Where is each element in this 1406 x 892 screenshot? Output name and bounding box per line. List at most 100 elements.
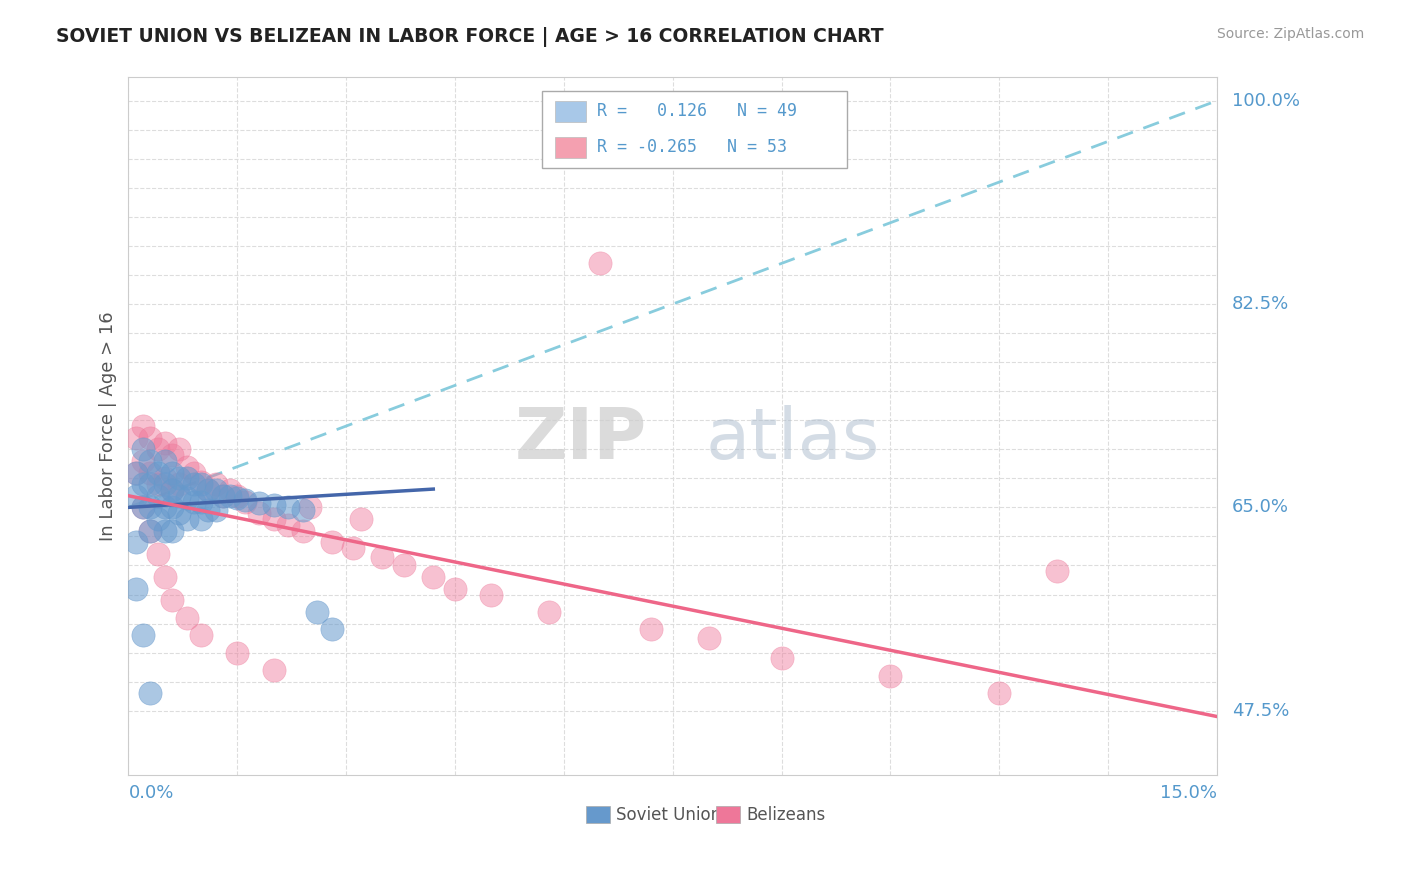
Point — [263, 498, 285, 512]
Point — [169, 471, 191, 485]
Point — [146, 489, 169, 503]
Point — [233, 494, 256, 508]
Point — [479, 588, 502, 602]
Bar — [586, 806, 610, 823]
Point — [125, 431, 148, 445]
Point — [139, 500, 162, 515]
Point — [197, 483, 219, 497]
Text: ZIP: ZIP — [515, 406, 647, 475]
Point — [132, 500, 155, 515]
Point — [350, 512, 373, 526]
Point — [132, 628, 155, 642]
Point — [204, 483, 226, 497]
Point — [183, 477, 205, 491]
Point — [204, 477, 226, 491]
Point — [160, 593, 183, 607]
Text: 65.0%: 65.0% — [1232, 499, 1288, 516]
Text: Soviet Union: Soviet Union — [616, 806, 721, 824]
Point — [125, 489, 148, 503]
Point — [538, 605, 561, 619]
Text: 100.0%: 100.0% — [1232, 92, 1299, 110]
Point — [139, 431, 162, 445]
Point — [153, 454, 176, 468]
Point — [190, 628, 212, 642]
Point — [160, 466, 183, 480]
Point — [263, 663, 285, 677]
Point — [197, 483, 219, 497]
Bar — [716, 806, 741, 823]
Point — [132, 419, 155, 434]
Point — [247, 496, 270, 510]
Point — [146, 466, 169, 480]
Text: Belizeans: Belizeans — [747, 806, 827, 824]
Point — [153, 570, 176, 584]
Point — [226, 491, 249, 505]
Point — [125, 466, 148, 480]
Point — [176, 471, 198, 485]
Point — [176, 491, 198, 505]
Point — [226, 646, 249, 660]
Point — [219, 489, 242, 503]
Point — [132, 500, 155, 515]
Point — [153, 477, 176, 491]
Point — [153, 436, 176, 450]
Point — [176, 459, 198, 474]
Point — [183, 466, 205, 480]
Point — [640, 623, 662, 637]
Point — [1046, 564, 1069, 578]
Point — [160, 483, 183, 497]
Point — [132, 442, 155, 457]
Point — [422, 570, 444, 584]
Point — [146, 547, 169, 561]
Point — [342, 541, 364, 555]
Point — [291, 524, 314, 538]
Point — [298, 500, 321, 515]
Point — [697, 631, 720, 645]
Point — [169, 506, 191, 520]
Point — [169, 477, 191, 491]
Point — [211, 489, 233, 503]
Point — [169, 442, 191, 457]
Point — [176, 512, 198, 526]
Point — [226, 489, 249, 503]
Point — [183, 494, 205, 508]
Point — [321, 535, 343, 549]
Text: Source: ZipAtlas.com: Source: ZipAtlas.com — [1216, 27, 1364, 41]
Point — [125, 466, 148, 480]
Point — [176, 611, 198, 625]
Point — [146, 477, 169, 491]
Point — [988, 686, 1011, 700]
Point — [190, 475, 212, 489]
Point — [589, 256, 612, 270]
Point — [139, 686, 162, 700]
Bar — [543, 91, 846, 168]
Point — [160, 483, 183, 497]
Point — [153, 500, 176, 515]
Point — [139, 466, 162, 480]
Point — [277, 500, 299, 515]
Point — [394, 558, 416, 573]
Point — [444, 582, 467, 596]
Y-axis label: In Labor Force | Age > 16: In Labor Force | Age > 16 — [100, 311, 117, 541]
Point — [247, 506, 270, 520]
Point — [146, 512, 169, 526]
Text: 15.0%: 15.0% — [1160, 784, 1218, 802]
Point — [139, 524, 162, 538]
Point — [169, 489, 191, 503]
Point — [219, 483, 242, 497]
Point — [132, 477, 155, 491]
Point — [190, 477, 212, 491]
Point — [125, 582, 148, 596]
Point — [125, 535, 148, 549]
Text: R =   0.126   N = 49: R = 0.126 N = 49 — [596, 102, 797, 120]
Point — [211, 489, 233, 503]
Point — [263, 512, 285, 526]
Point — [307, 605, 329, 619]
Point — [190, 512, 212, 526]
Point — [879, 669, 901, 683]
Point — [132, 454, 155, 468]
Point — [321, 623, 343, 637]
Point — [770, 651, 793, 665]
Bar — [555, 137, 586, 158]
Text: atlas: atlas — [706, 406, 880, 475]
